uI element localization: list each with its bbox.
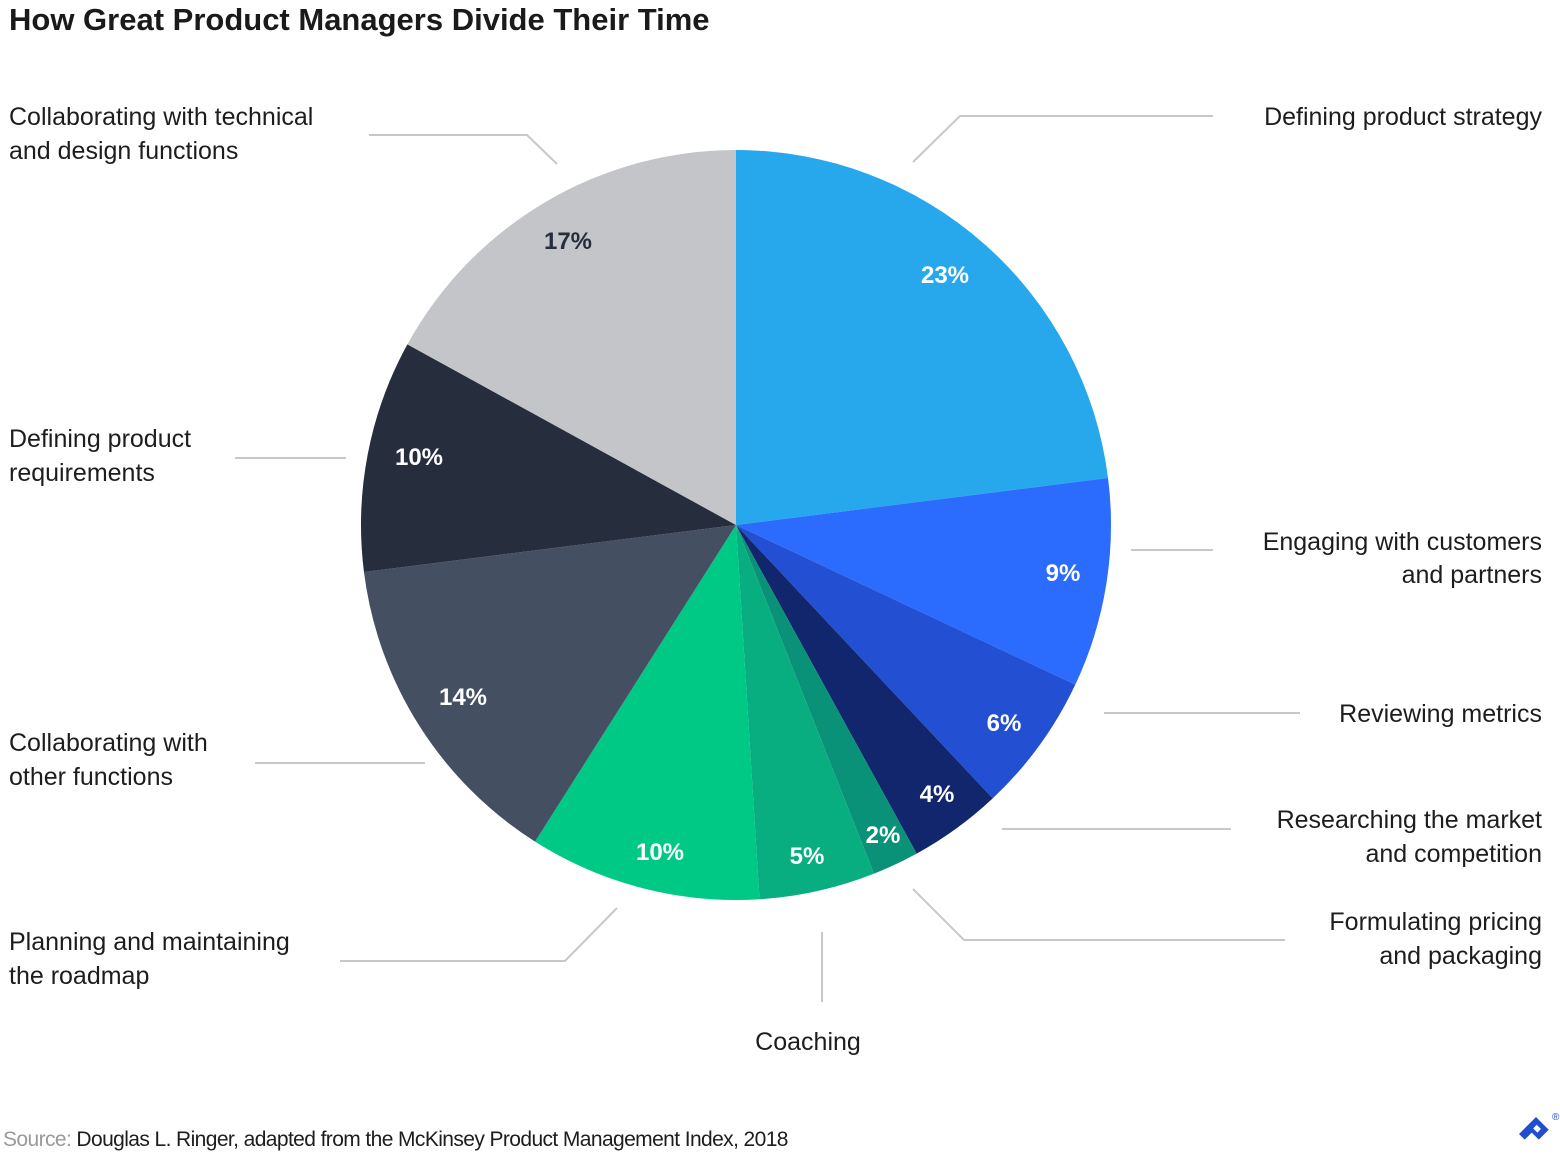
pie-slice — [363, 525, 736, 842]
leader-line — [912, 115, 1213, 163]
slice-category-label: Researching the market — [1277, 806, 1542, 834]
slice-value-label: 2% — [866, 822, 901, 849]
pie-slice — [736, 525, 875, 900]
slice-category-label: requirements — [9, 459, 155, 487]
slice-category-label: Reviewing metrics — [1339, 700, 1542, 728]
pie-slice — [736, 525, 917, 874]
slice-category-label: Defining product strategy — [1264, 103, 1542, 131]
slice-category-label: Defining product — [9, 425, 191, 453]
slice-value-label: 14% — [439, 684, 487, 711]
slice-category-label: Collaborating with technical — [9, 103, 313, 131]
slice-category-label: Coaching — [755, 1028, 861, 1056]
pie-slice — [407, 150, 736, 525]
slice-category-label: and partners — [1402, 561, 1542, 589]
slice-category-label: Collaborating with — [9, 729, 208, 757]
slice-category-label: Engaging with customers — [1263, 528, 1542, 556]
chart-title: How Great Product Managers Divide Their … — [9, 2, 710, 37]
toptal-logo-icon: ® — [1519, 1112, 1560, 1140]
slice-value-label: 9% — [1046, 560, 1081, 587]
pie-slice — [361, 344, 736, 572]
leader-line — [369, 134, 558, 165]
pie-slice — [736, 478, 1111, 685]
slice-value-label: 23% — [921, 262, 969, 289]
slice-category-label: and design functions — [9, 137, 238, 165]
slice-value-label: 10% — [636, 839, 684, 866]
pie-slice — [736, 525, 1076, 799]
source-text: Douglas L. Ringer, adapted from the McKi… — [71, 1128, 788, 1151]
slice-value-label: 4% — [920, 781, 955, 808]
source-note: Source: Douglas L. Ringer, adapted from … — [3, 1128, 788, 1152]
slice-category-label: the roadmap — [9, 962, 149, 990]
leader-line — [912, 888, 1285, 941]
slice-value-label: 17% — [544, 228, 592, 255]
svg-text:®: ® — [1552, 1112, 1560, 1123]
slice-category-label: other functions — [9, 763, 173, 791]
source-prefix: Source: — [3, 1128, 72, 1151]
pie-slice — [736, 150, 1109, 525]
slice-value-label: 6% — [987, 710, 1022, 737]
pie-slice — [736, 525, 993, 854]
leader-line — [340, 907, 618, 962]
pie-slice — [535, 525, 760, 900]
slice-category-label: Planning and maintaining — [9, 928, 290, 956]
slice-category-label: and competition — [1365, 840, 1542, 868]
slice-value-label: 5% — [790, 843, 825, 870]
slice-category-label: and packaging — [1379, 942, 1542, 970]
slice-value-label: 10% — [395, 444, 443, 471]
slice-category-label: Formulating pricing — [1329, 908, 1542, 936]
